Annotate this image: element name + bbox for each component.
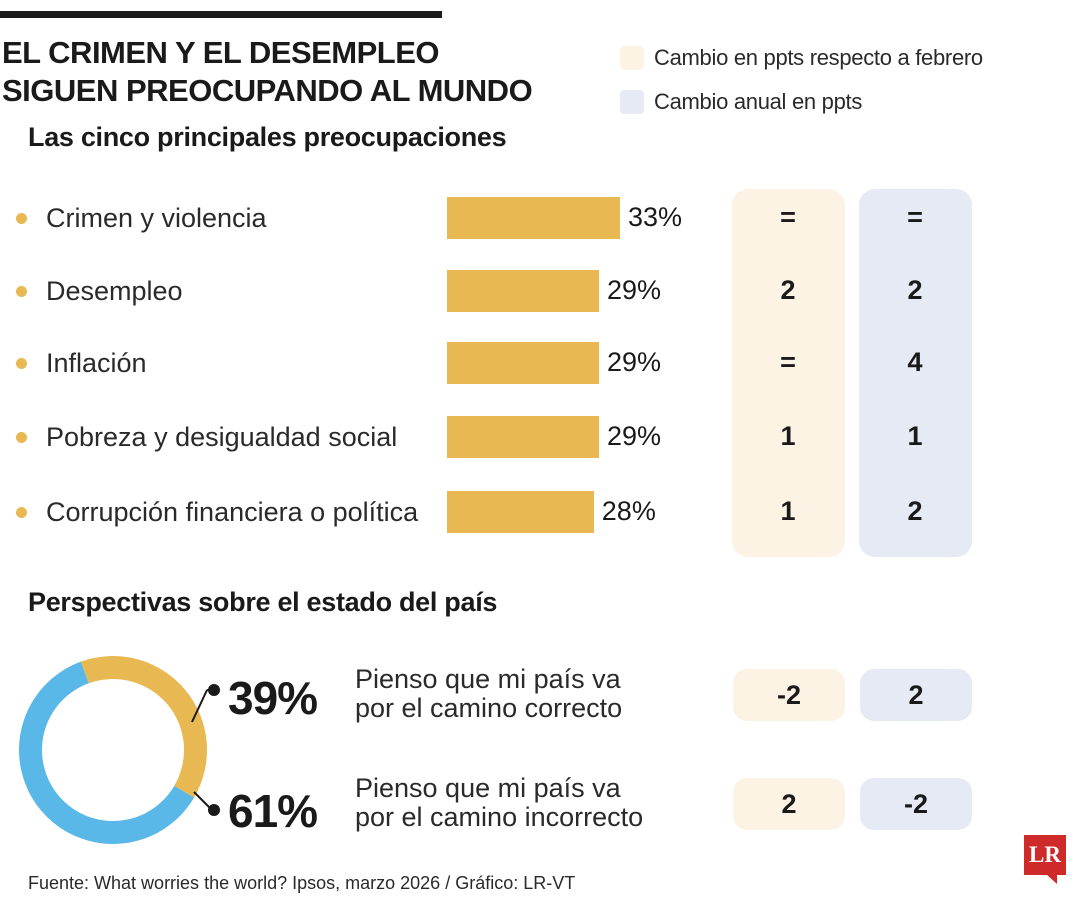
- pct-wrong-track: 61%: [228, 785, 318, 837]
- pill-annual-right-track: 2: [860, 669, 972, 721]
- monthly-change-value: =: [780, 202, 796, 232]
- statement-right-line-2: por el camino correcto: [355, 693, 623, 723]
- annual-change-column: [859, 189, 972, 557]
- category-text: Inflación: [46, 347, 147, 378]
- category-text: Corrupción financiera o política: [46, 496, 419, 527]
- donut-slice-right-track: [80, 656, 207, 798]
- top-rule: [0, 11, 442, 18]
- statement-wrong-line-2: por el camino incorrecto: [355, 802, 644, 832]
- category-text: Pobreza y desigualdad social: [46, 421, 398, 452]
- legend-item-annual: Cambio anual en ppts: [620, 80, 983, 124]
- bullet-dot: [16, 431, 27, 443]
- bullet-dot: [16, 212, 27, 224]
- bar-value-label: 29%: [607, 421, 662, 451]
- leader-dot-wrong: [208, 804, 220, 816]
- category-label: Inflación: [16, 348, 147, 378]
- bar: [447, 491, 594, 533]
- annual-change-value: 4: [907, 347, 923, 377]
- lr-logo: LR: [1024, 835, 1066, 875]
- donut-leaders: [191, 684, 220, 816]
- bar-value-label: 29%: [607, 347, 662, 377]
- category-text: Desempleo: [46, 275, 183, 306]
- leader-line-right: [191, 689, 208, 723]
- bar: [447, 342, 600, 384]
- bar: [447, 270, 600, 312]
- leader-dot-right: [208, 684, 220, 696]
- monthly-change-column: [732, 189, 845, 557]
- category-label: Pobreza y desigualdad social: [16, 422, 397, 452]
- annual-change-value: 1: [907, 421, 923, 451]
- pill-monthly-wrong-track: 2: [733, 778, 845, 830]
- legend-label-annual: Cambio anual en ppts: [654, 89, 863, 114]
- bullet-dot: [16, 506, 27, 518]
- category-label: Corrupción financiera o política: [16, 497, 418, 527]
- pill-monthly-right-track: -2: [733, 669, 845, 721]
- statement-right-track: Pienso que mi país va por el camino corr…: [355, 665, 622, 723]
- statement-wrong-track: Pienso que mi país va por el camino inco…: [355, 774, 643, 832]
- bullet-dot: [16, 357, 27, 369]
- monthly-change-value: 1: [780, 496, 796, 526]
- monthly-change-value: =: [780, 347, 796, 377]
- page-title: EL CRIMEN Y EL DESEMPLEO SIGUEN PREOCUPA…: [2, 34, 533, 110]
- bar-section-title: Las cinco principales preocupaciones: [28, 122, 507, 152]
- legend-item-monthly: Cambio en ppts respecto a febrero: [620, 36, 983, 80]
- donut-chart: [18, 656, 207, 844]
- pct-right-track: 39%: [228, 672, 318, 724]
- bar-value-label: 29%: [607, 275, 662, 305]
- category-label: Crimen y violencia: [16, 203, 267, 233]
- lr-logo-tail: [1046, 874, 1057, 884]
- title-line-2: SIGUEN PREOCUPANDO AL MUNDO: [2, 73, 533, 108]
- bar-value-label: 33%: [628, 202, 683, 232]
- source-footer: Fuente: What worries the world? Ipsos, m…: [28, 873, 576, 893]
- bullet-dot: [16, 285, 27, 297]
- legend-swatch-monthly: [620, 46, 644, 70]
- legend-label-monthly: Cambio en ppts respecto a febrero: [654, 45, 983, 70]
- pill-annual-wrong-track: -2: [860, 778, 972, 830]
- donut-section-title: Perspectivas sobre el estado del país: [28, 587, 498, 617]
- legend: Cambio en ppts respecto a febrero Cambio…: [620, 36, 983, 124]
- statement-wrong-line-1: Pienso que mi país va: [355, 773, 621, 803]
- annual-change-value: 2: [907, 275, 923, 305]
- bar-value-label: 28%: [601, 496, 656, 526]
- legend-swatch-annual: [620, 90, 644, 114]
- category-label: Desempleo: [16, 276, 183, 306]
- bar: [447, 197, 620, 239]
- category-text: Crimen y violencia: [46, 202, 267, 233]
- statement-right-line-1: Pienso que mi país va: [355, 664, 621, 694]
- annual-change-value: 2: [907, 496, 923, 526]
- bar: [447, 416, 600, 458]
- title-line-1: EL CRIMEN Y EL DESEMPLEO: [2, 35, 440, 70]
- monthly-change-value: 1: [780, 421, 796, 451]
- annual-change-value: =: [907, 202, 923, 232]
- monthly-change-value: 2: [780, 275, 796, 305]
